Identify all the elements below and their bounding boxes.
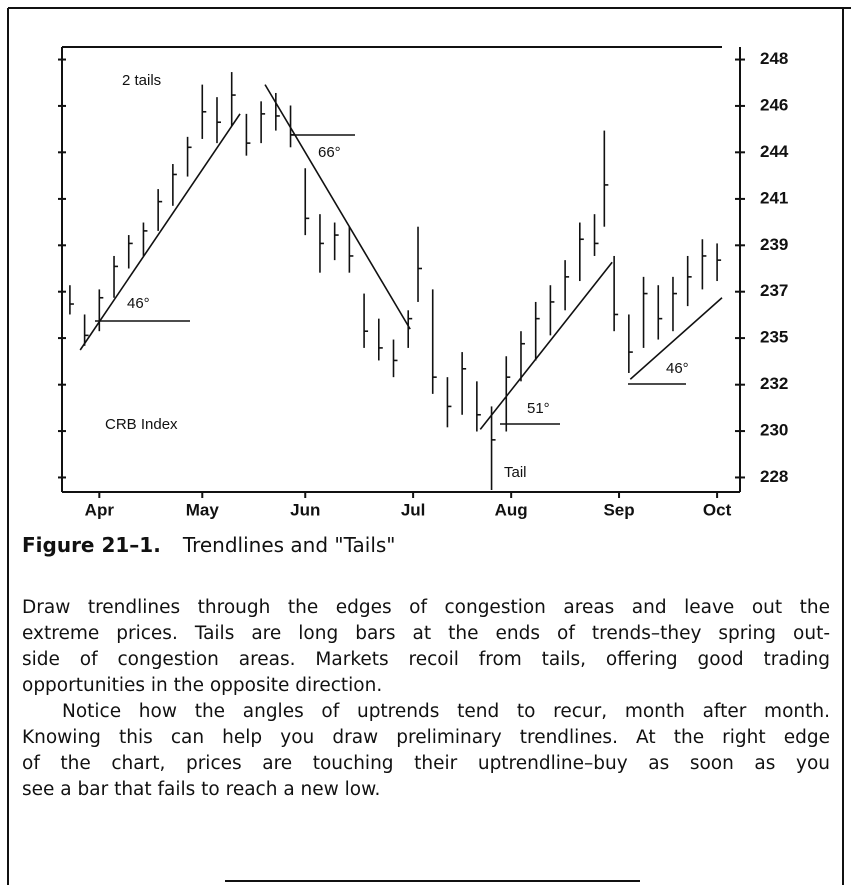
annotation: 46° bbox=[127, 295, 150, 312]
y-tick-label: 232 bbox=[760, 374, 788, 393]
annotation: 66° bbox=[318, 144, 341, 161]
text-line: extreme prices. Tails are long bars at t… bbox=[22, 623, 830, 644]
trendline bbox=[629, 297, 723, 380]
x-tick-label: Jun bbox=[290, 500, 320, 519]
y-tick-label: 246 bbox=[760, 95, 788, 114]
text-line: Knowing this can help you draw prelimina… bbox=[22, 727, 830, 748]
annotation: 46° bbox=[666, 360, 689, 377]
caption: Figure 21–1. Trendlines and "Tails" bbox=[22, 533, 396, 557]
paragraph: Notice how the angles of uptrends tend t… bbox=[22, 699, 830, 803]
text-line: see a bar that fails to reach a new low. bbox=[22, 779, 381, 800]
x-tick-label: Aug bbox=[495, 500, 528, 519]
text-line: Notice how the angles of uptrends tend t… bbox=[62, 701, 830, 722]
x-tick-label: Oct bbox=[703, 500, 732, 519]
paragraph: Draw trendlines through the edges of con… bbox=[22, 595, 830, 699]
x-tick-label: May bbox=[186, 500, 220, 519]
y-tick-label: 244 bbox=[760, 142, 789, 161]
y-tick-label: 235 bbox=[760, 328, 788, 347]
text-line: opportunities in the opposite direction. bbox=[22, 675, 383, 696]
x-tick-label: Jul bbox=[401, 500, 426, 519]
trendline bbox=[479, 261, 613, 430]
y-tick-label: 241 bbox=[760, 188, 788, 207]
y-tick-label: 228 bbox=[760, 467, 788, 486]
y-tick-label: 248 bbox=[760, 49, 788, 68]
x-tick-label: Sep bbox=[603, 500, 634, 519]
y-tick-label: 237 bbox=[760, 281, 788, 300]
annotation: Tail bbox=[504, 464, 527, 481]
annotation: CRB Index bbox=[105, 416, 178, 433]
text-line: of the chart, prices are touching their … bbox=[22, 753, 830, 774]
trendline bbox=[79, 113, 241, 351]
figure-number: Figure 21–1. bbox=[22, 533, 161, 557]
annotation: 51° bbox=[527, 400, 550, 417]
y-tick-label: 230 bbox=[760, 421, 788, 440]
y-tick-label: 239 bbox=[760, 235, 788, 254]
annotation: 2 tails bbox=[122, 72, 161, 89]
text-line: side of congestion areas. Markets recoil… bbox=[22, 649, 830, 670]
figure-title: Trendlines and "Tails" bbox=[182, 533, 396, 557]
text-line: Draw trendlines through the edges of con… bbox=[22, 597, 830, 618]
x-tick-label: Apr bbox=[85, 500, 115, 519]
trendline bbox=[264, 84, 411, 330]
